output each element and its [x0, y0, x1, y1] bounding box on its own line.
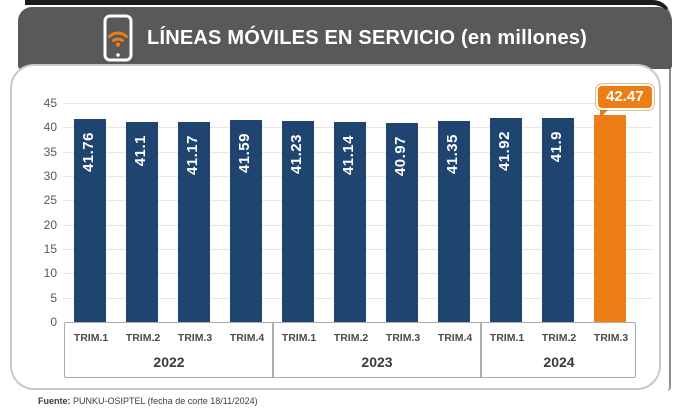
bar-value-label: 41.76	[80, 131, 97, 172]
source-text: PUNKU-OSIPTEL (fecha de corte 18/11/2024…	[70, 396, 258, 406]
bar-value-label: 41.59	[236, 132, 253, 173]
y-axis-tick-label: 25	[43, 193, 57, 208]
x-tick-2022-trim-4: TRIM.4	[229, 332, 265, 344]
x-tick-2022-trim-3: TRIM.3	[177, 332, 213, 344]
bar-2022-trim-2: 41.1	[126, 121, 158, 322]
bar-2024-trim-3	[594, 115, 626, 322]
x-tick-2022-trim-1: TRIM.1	[73, 332, 109, 344]
bar-value-label: 41.17	[184, 134, 201, 175]
chart-title: LÍNEAS MÓVILES EN SERVICIO (en millones)	[147, 26, 587, 49]
year-label-2024: 2024	[543, 354, 575, 370]
x-tick-2024-trim-2: TRIM.2	[541, 332, 577, 344]
x-tick-2023-trim-2: TRIM.2	[333, 332, 369, 344]
y-axis-tick-label: 20	[43, 217, 57, 232]
bar-2023-trim-3: 40.97	[386, 122, 418, 322]
y-axis-tick-label: 40	[43, 120, 57, 135]
year-label-2022: 2022	[153, 354, 185, 370]
bar-2022-trim-3: 41.17	[178, 121, 210, 322]
bar-2022-trim-1: 41.76	[74, 118, 106, 322]
bar-2024-trim-1: 41.92	[490, 117, 522, 322]
y-axis-tick-label: 30	[43, 169, 57, 183]
source-label: Fuente:	[38, 396, 71, 406]
smartphone-wifi-icon	[103, 14, 133, 62]
y-axis-tick-label: 45	[43, 96, 57, 110]
y-axis-tick-label: 0	[50, 315, 57, 329]
highlight-callout: 42.47	[596, 84, 654, 110]
x-tick-2024-trim-1: TRIM.1	[489, 332, 525, 344]
y-axis-tick-label: 10	[43, 266, 57, 281]
bar-2024-trim-2: 41.9	[542, 118, 574, 322]
highlight-callout-tail	[600, 107, 611, 118]
bar-value-label: 41.92	[496, 130, 513, 172]
source-note: Fuente: PUNKU-OSIPTEL (fecha de corte 18…	[38, 396, 258, 406]
bar-2023-trim-4: 41.35	[438, 120, 470, 322]
bar-value-label: 41.14	[340, 134, 357, 175]
year-label-2023: 2023	[361, 354, 393, 370]
bar-2022-trim-4: 41.59	[230, 119, 262, 322]
y-axis-tick-label: 5	[50, 290, 57, 305]
gridline-45	[63, 103, 653, 104]
y-axis-tick-label: 35	[43, 144, 57, 159]
x-tick-2024-trim-3: TRIM.3	[593, 332, 629, 344]
bar-value-label: 40.97	[392, 135, 409, 176]
x-axis-box: TRIM.1 TRIM.2 TRIM.3 TRIM.4 2022 TRIM.1 TRIM.2…	[64, 322, 636, 378]
x-tick-2023-trim-3: TRIM.3	[385, 332, 421, 344]
x-tick-2023-trim-1: TRIM.1	[281, 332, 317, 344]
bar-value-label: 41.1	[132, 134, 149, 167]
y-axis-tick-label: 15	[43, 242, 57, 256]
header-banner: LÍNEAS MÓVILES EN SERVICIO (en millones)	[18, 7, 672, 69]
bar-value-label: 41.23	[288, 134, 305, 175]
x-tick-2022-trim-2: TRIM.2	[125, 332, 161, 344]
bar-value-label: 41.9	[548, 131, 565, 163]
bar-2023-trim-1: 41.23	[282, 121, 314, 322]
x-tick-2023-trim-4: TRIM.4	[437, 332, 473, 344]
year-divider	[480, 323, 482, 377]
bar-value-label: 41.35	[444, 133, 461, 174]
bar-2023-trim-2: 41.14	[334, 121, 366, 322]
year-divider	[272, 323, 274, 377]
